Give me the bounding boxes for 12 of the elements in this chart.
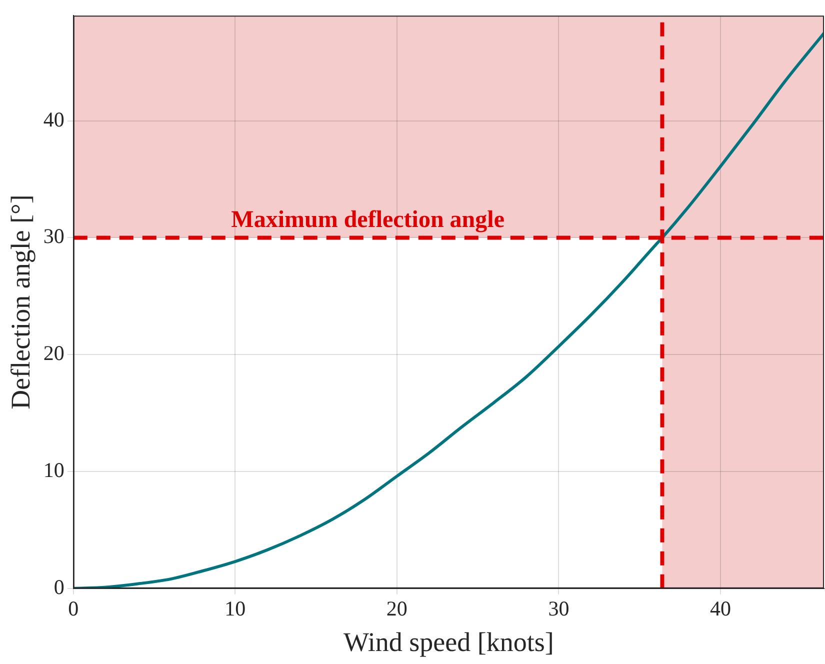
x-tick-label: 40: [710, 596, 731, 621]
y-tick-label: 0: [54, 574, 64, 599]
y-tick-label: 20: [43, 341, 64, 366]
x-tick-label: 30: [548, 596, 570, 621]
ref-line-label: Maximum deflection angle: [231, 206, 505, 233]
y-axis-title: Deflection angle [°]: [5, 194, 36, 410]
y-tick-label: 40: [43, 107, 64, 132]
y-tick-label: 30: [43, 224, 64, 248]
x-axis-title: Wind speed [knots]: [344, 626, 554, 657]
y-tick-label: 10: [43, 458, 64, 482]
x-tick-label: 10: [224, 596, 246, 621]
x-tick-label: 20: [386, 596, 408, 621]
